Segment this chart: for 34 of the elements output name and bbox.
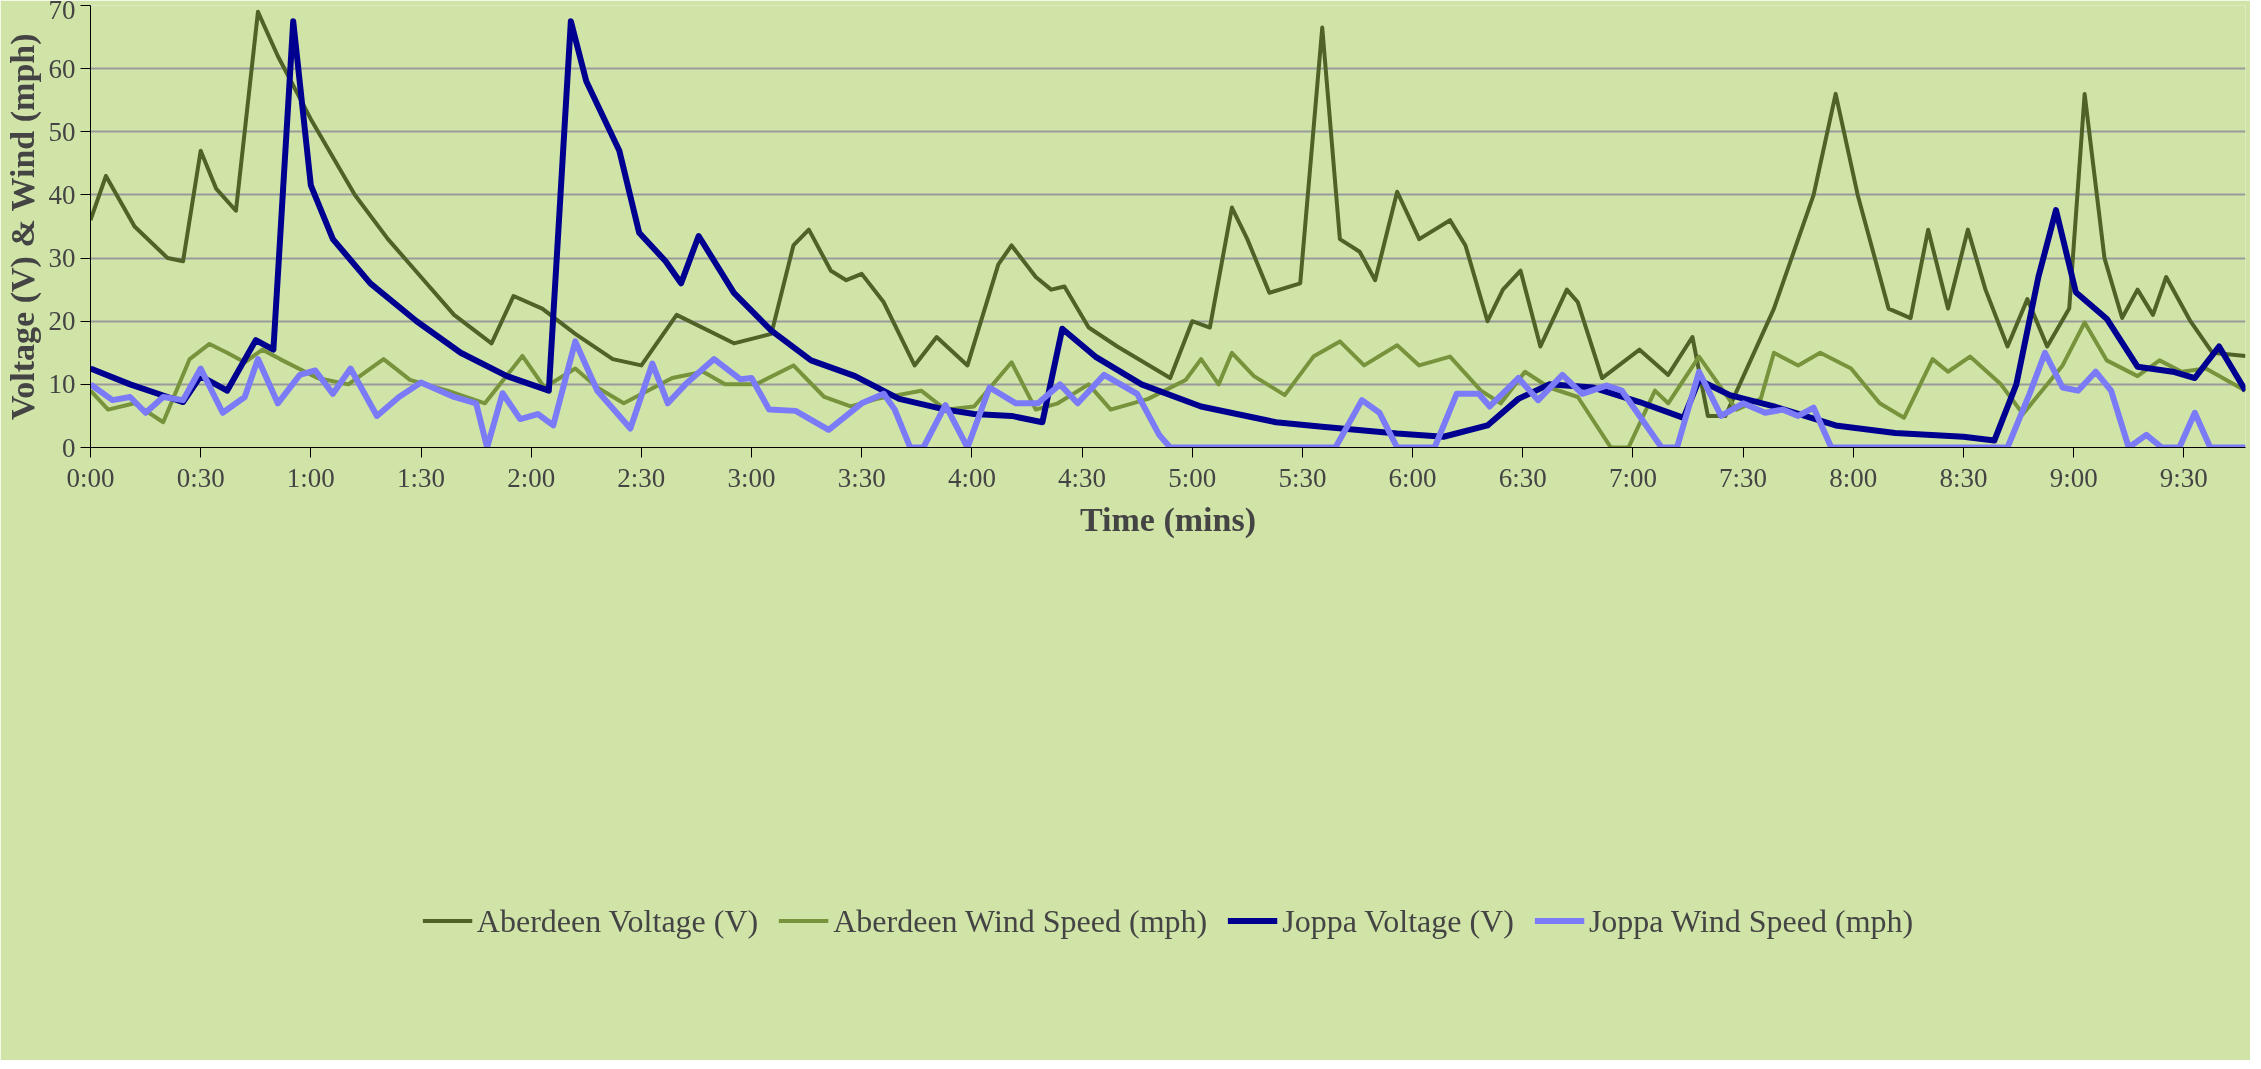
legend-label: Aberdeen Voltage (V) [476, 902, 759, 940]
x-tick-label: 9:30 [2159, 462, 2208, 493]
x-tick-label: 0:30 [176, 462, 225, 493]
x-tick-label: 0:00 [66, 462, 115, 493]
x-tick-label: 6:30 [1498, 462, 1547, 493]
y-tick-label: 50 [48, 116, 76, 147]
x-tick-label: 8:00 [1829, 462, 1878, 493]
x-tick-label: 1:00 [286, 462, 335, 493]
y-tick-label: 40 [48, 179, 76, 210]
x-tick-label: 8:30 [1939, 462, 1988, 493]
x-tick-label: 3:30 [837, 462, 886, 493]
x-tick-label: 2:00 [507, 462, 556, 493]
x-tick-label: 1:30 [397, 462, 446, 493]
x-tick-label: 7:00 [1608, 462, 1657, 493]
y-tick-label: 0 [62, 432, 76, 463]
y-tick-label: 20 [48, 306, 76, 337]
y-axis-title: Voltage (V) & Wind (mph) [3, 33, 42, 421]
y-tick-label: 30 [48, 243, 76, 274]
x-tick-label: 9:00 [2049, 462, 2098, 493]
x-tick-label: 4:30 [1058, 462, 1107, 493]
legend-label: Joppa Voltage (V) [1282, 902, 1514, 940]
x-tick-label: 3:00 [727, 462, 776, 493]
x-axis-title: Time (mins) [1080, 500, 1256, 539]
x-tick-label: 6:00 [1388, 462, 1437, 493]
legend-label: Aberdeen Wind Speed (mph) [833, 902, 1208, 940]
legend-label: Joppa Wind Speed (mph) [1588, 902, 1914, 940]
y-tick-label: 10 [48, 369, 76, 400]
x-tick-label: 5:30 [1278, 462, 1327, 493]
x-tick-label: 4:00 [947, 462, 996, 493]
x-tick-label: 7:30 [1719, 462, 1768, 493]
y-tick-label: 60 [48, 53, 76, 84]
x-tick-label: 2:30 [617, 462, 666, 493]
y-tick-label: 70 [48, 0, 76, 25]
x-tick-label: 5:00 [1168, 462, 1217, 493]
